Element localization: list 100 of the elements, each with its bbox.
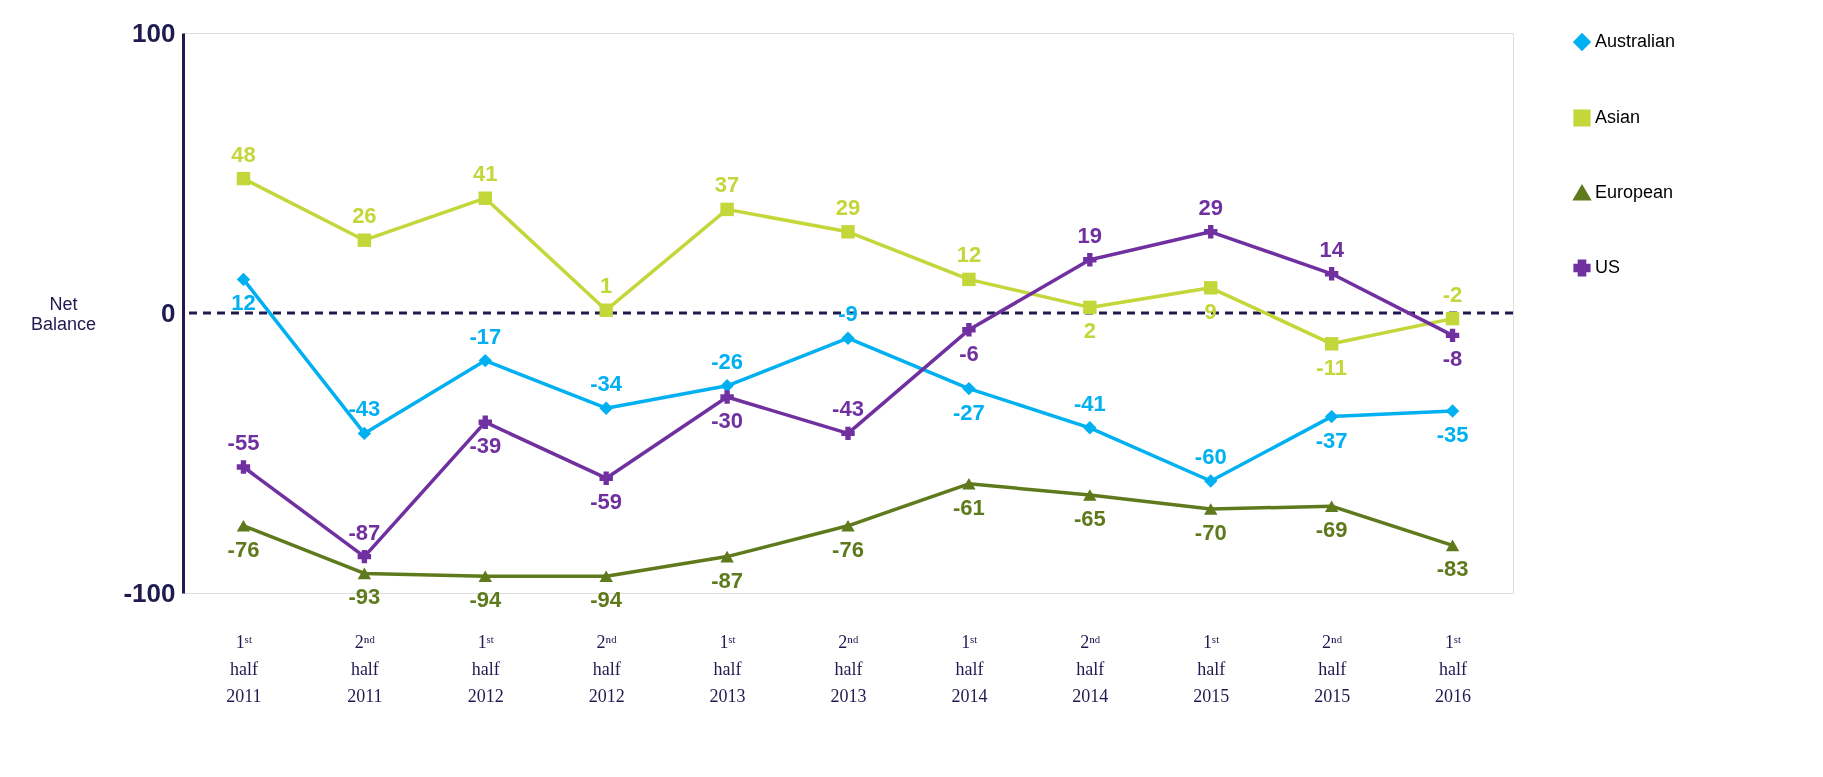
point xyxy=(962,477,976,490)
data-label: -41 xyxy=(1073,390,1106,416)
data-label: 29 xyxy=(1198,194,1223,220)
point xyxy=(599,570,613,583)
point xyxy=(1324,500,1339,513)
point xyxy=(1445,311,1460,326)
point xyxy=(357,549,372,564)
x-tick-label: 1ˢᵗ half 2016 xyxy=(1435,631,1472,706)
data-label: -60 xyxy=(1194,444,1227,469)
legend-label: Australian xyxy=(1595,31,1676,51)
point xyxy=(357,233,372,247)
point xyxy=(962,381,976,396)
data-label: -94 xyxy=(469,587,502,613)
data-label: -2 xyxy=(1442,281,1463,307)
x-tick-label: 2ⁿᵈ half 2012 xyxy=(588,631,625,706)
y-tick-label: -100 xyxy=(123,577,176,608)
point xyxy=(478,353,492,368)
data-label: -43 xyxy=(832,396,864,422)
point xyxy=(1204,225,1218,239)
data-label: -30 xyxy=(711,408,743,433)
point xyxy=(1324,267,1339,281)
point xyxy=(478,191,492,205)
point xyxy=(236,272,251,287)
data-label: -61 xyxy=(953,494,985,520)
data-label: -87 xyxy=(348,519,381,545)
point xyxy=(236,171,251,186)
x-tick-label: 2ⁿᵈ half 2015 xyxy=(1314,631,1351,706)
data-label: -39 xyxy=(469,433,502,459)
data-label: -94 xyxy=(590,587,623,613)
point xyxy=(962,272,976,287)
data-label: 14 xyxy=(1319,236,1345,262)
point xyxy=(841,225,855,239)
y-tick-label: 0 xyxy=(161,297,176,328)
legend-label: Asian xyxy=(1595,107,1641,127)
data-label: 41 xyxy=(473,161,498,187)
data-label: 37 xyxy=(714,172,740,198)
x-tick-label: 2ⁿᵈ half 2013 xyxy=(830,631,867,706)
point xyxy=(1083,300,1097,315)
data-label: -76 xyxy=(832,536,864,562)
data-label: -65 xyxy=(1073,506,1106,531)
point xyxy=(841,519,855,532)
data-label: 48 xyxy=(231,141,256,167)
data-label: -69 xyxy=(1315,517,1348,543)
point xyxy=(1324,337,1339,351)
point xyxy=(357,567,372,580)
x-tick-label: 1ˢᵗ half 2014 xyxy=(951,631,988,706)
point xyxy=(478,415,492,429)
point xyxy=(1204,474,1218,488)
point xyxy=(720,202,734,217)
data-label: -59 xyxy=(590,489,623,515)
x-tick-label: 2ⁿᵈ half 2014 xyxy=(1072,631,1109,706)
data-label: -37 xyxy=(1315,427,1348,453)
data-label: 9 xyxy=(1204,298,1217,324)
point xyxy=(599,303,613,317)
point xyxy=(720,550,734,563)
legend-label: US xyxy=(1595,257,1621,277)
x-tick-label: 1ˢᵗ half 2012 xyxy=(467,631,504,706)
data-label: 19 xyxy=(1077,222,1103,248)
data-label: -26 xyxy=(711,348,743,374)
x-tick-label: 1ˢᵗ half 2015 xyxy=(1193,631,1230,706)
data-label: -43 xyxy=(348,396,381,422)
data-label: -11 xyxy=(1316,354,1347,380)
data-label: -87 xyxy=(711,567,743,593)
point xyxy=(1083,489,1097,501)
point xyxy=(962,323,976,337)
data-label: 2 xyxy=(1083,318,1096,344)
data-label: -55 xyxy=(227,430,260,455)
data-label: -34 xyxy=(590,371,623,397)
data-label: -27 xyxy=(953,399,985,425)
data-label: 26 xyxy=(352,203,377,229)
data-label: -35 xyxy=(1436,422,1469,447)
point xyxy=(478,570,492,583)
data-label: 12 xyxy=(231,290,256,316)
data-label: 1 xyxy=(600,273,613,299)
data-label: -76 xyxy=(227,536,260,562)
point xyxy=(1204,281,1218,295)
data-label: 12 xyxy=(956,242,982,268)
legend-label: European xyxy=(1595,182,1674,202)
data-label: -70 xyxy=(1194,520,1227,545)
point xyxy=(1445,539,1460,552)
point xyxy=(1204,503,1218,515)
data-label: -17 xyxy=(469,323,502,349)
x-tick-label: 2ⁿᵈ half 2011 xyxy=(347,631,383,706)
point xyxy=(236,519,251,532)
data-label: -6 xyxy=(959,340,979,366)
point xyxy=(841,426,855,441)
point xyxy=(357,426,372,441)
point xyxy=(720,379,734,393)
point xyxy=(720,390,734,404)
point xyxy=(1083,421,1097,435)
point xyxy=(599,401,613,415)
y-axis-title: Net Balance xyxy=(30,293,97,334)
y-tick-label: 100 xyxy=(132,17,176,48)
data-label: -93 xyxy=(348,584,381,610)
point xyxy=(1324,409,1339,424)
point xyxy=(236,460,251,474)
point xyxy=(841,331,855,345)
data-label: 29 xyxy=(835,194,861,220)
point xyxy=(1445,404,1460,418)
x-tick-label: 1ˢᵗ half 2013 xyxy=(709,631,746,706)
